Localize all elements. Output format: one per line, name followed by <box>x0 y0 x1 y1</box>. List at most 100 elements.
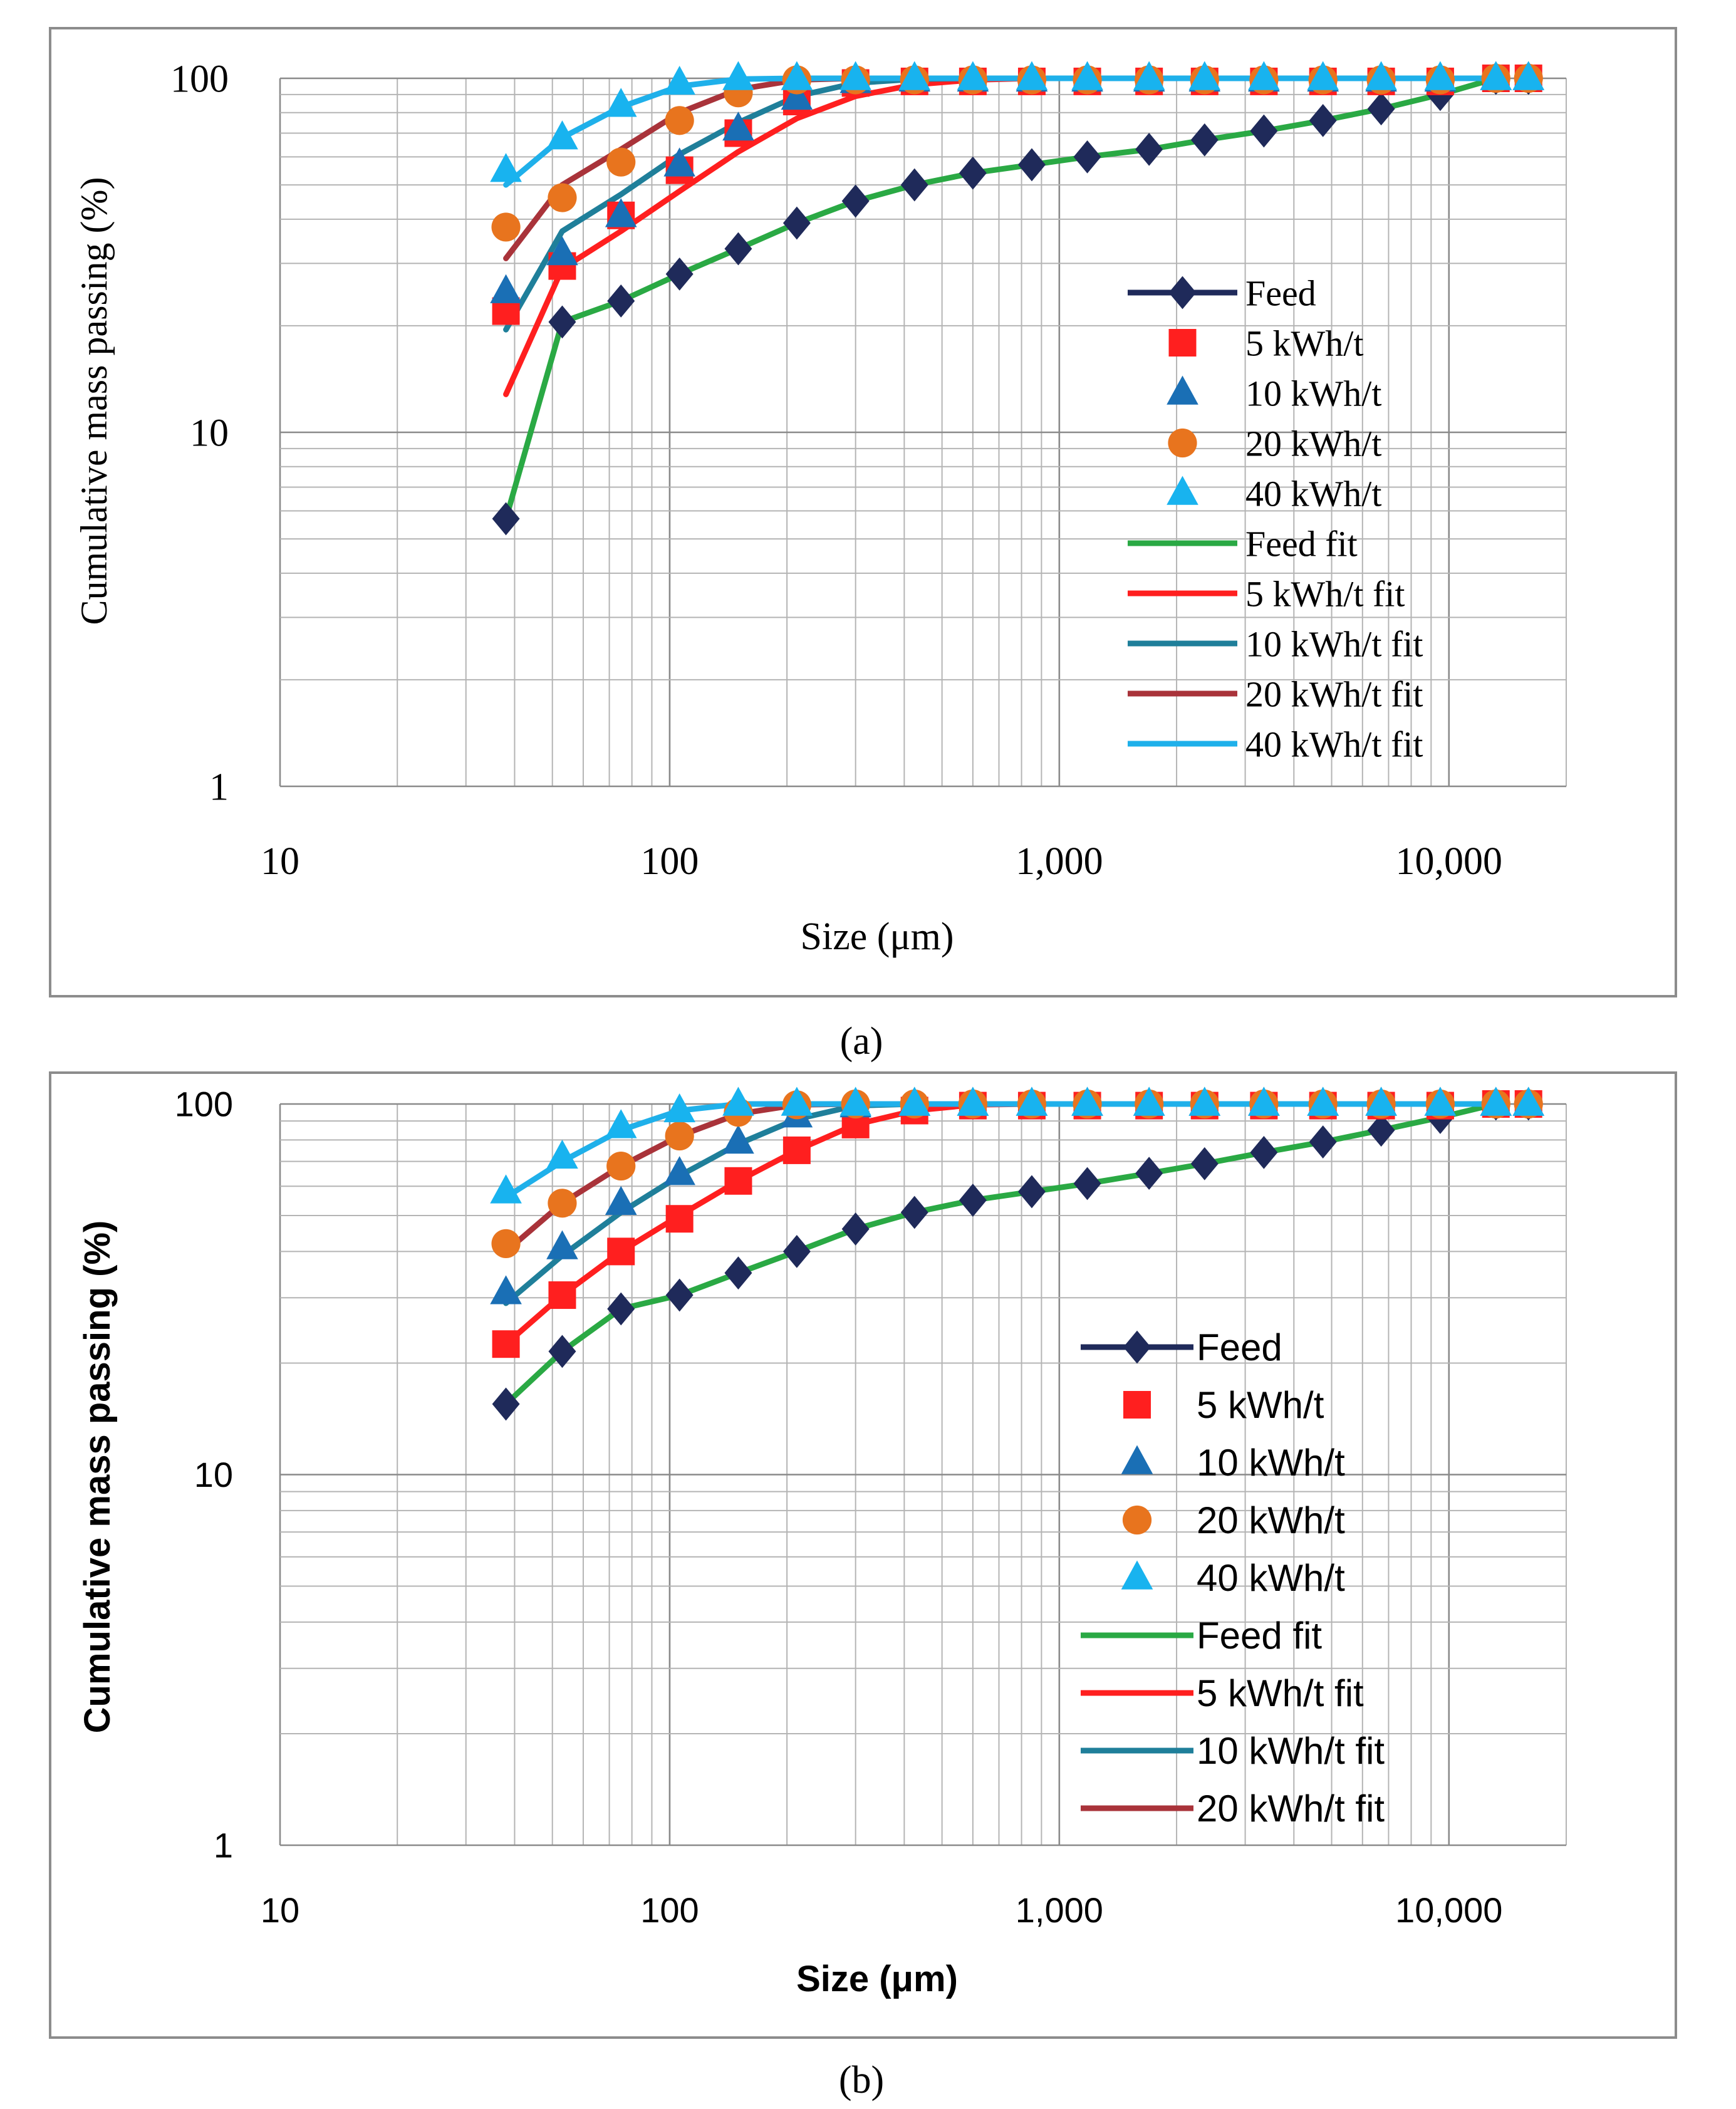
chart-b-point-40-kwh-t <box>722 1086 754 1116</box>
chart-a-point-feed <box>1135 132 1163 166</box>
chart-a-legend-label: 40 kWh/t fit <box>1245 724 1423 764</box>
chart-b-point-40-kwh-t <box>1512 1086 1545 1116</box>
chart-b-legend-label: 10 kWh/t fit <box>1197 1730 1385 1772</box>
chart-b-point-5-kwh-t <box>607 1237 635 1266</box>
chart-a-tick-labels: 10 100 1,000 10,000 1 10 100 <box>170 58 1502 883</box>
chart-a-point-feed <box>782 206 811 240</box>
chart-b-legend-marker-5-kwh-t <box>1123 1391 1151 1419</box>
chart-b-point-40-kwh-t <box>1133 1086 1165 1116</box>
chart-b-x-tick-label: 1,000 <box>1016 1890 1103 1930</box>
chart-b-point-feed <box>724 1256 752 1290</box>
chart-a-legend-marker-feed <box>1168 276 1197 310</box>
chart-b-point-20-kwh-t <box>491 1229 521 1258</box>
chart-b-x-tick-label: 10,000 <box>1395 1890 1502 1930</box>
chart-a-grid <box>279 77 1567 788</box>
chart-b-point-10-kwh-t <box>722 1125 754 1154</box>
chart-a-x-tick-label: 100 <box>640 840 699 883</box>
chart-b-point-feed <box>959 1184 987 1217</box>
chart-b-point-40-kwh-t <box>781 1086 813 1116</box>
chart-a-y-tick-label: 1 <box>209 766 229 809</box>
chart-a-point-40-kwh-t <box>1248 61 1280 90</box>
chart-a-point-feed <box>724 232 752 266</box>
chart-a-point-feed <box>959 156 987 190</box>
chart-b-point-5-kwh-t <box>548 1281 576 1310</box>
chart-b-point-feed <box>841 1212 870 1246</box>
chart-b-point-feed <box>1135 1157 1163 1190</box>
chart-b-point-40-kwh-t <box>839 1086 871 1116</box>
chart-a-point-feed <box>1190 123 1219 157</box>
chart-b-point-10-kwh-t <box>490 1275 522 1304</box>
chart-b-point-feed <box>900 1195 928 1229</box>
chart-a-point-10-kwh-t <box>663 147 695 177</box>
chart-a-point-feed <box>1073 140 1101 174</box>
chart-a-legend-label: 10 kWh/t fit <box>1245 623 1423 664</box>
chart-a-point-feed <box>665 257 694 291</box>
chart-b-point-5-kwh-t <box>492 1330 520 1358</box>
chart-b-legend-label: 40 kWh/t <box>1197 1557 1345 1599</box>
chart-a-legend-label: 10 kWh/t <box>1245 373 1381 414</box>
chart-a-point-40-kwh-t <box>1307 61 1339 90</box>
chart-b-point-20-kwh-t <box>665 1121 694 1151</box>
chart-a-point-40-kwh-t <box>839 61 871 90</box>
chart-b-point-40-kwh-t <box>663 1093 695 1123</box>
chart-a-legend-marker-5-kwh-t <box>1168 329 1197 357</box>
chart-a-legend-label: 40 kWh/t <box>1245 473 1381 514</box>
chart-a-point-feed <box>607 284 635 318</box>
chart-b-legend-label: 5 kWh/t <box>1197 1384 1324 1426</box>
chart-b-point-feed <box>1367 1113 1395 1147</box>
chart-a-point-40-kwh-t <box>898 61 931 90</box>
chart-b-legend-label: 10 kWh/t <box>1197 1442 1345 1484</box>
chart-b-x-tick-label: 10 <box>261 1890 299 1930</box>
chart-a-legend-marker-10-kwh-t <box>1167 375 1198 405</box>
chart-a-point-feed <box>1017 148 1046 182</box>
chart-b-grid <box>279 1103 1567 1846</box>
chart-a-point-40-kwh-t <box>605 88 637 117</box>
chart-a-legend-marker-40-kwh-t <box>1167 476 1198 505</box>
chart-a-point-feed <box>841 184 870 218</box>
chart-b-point-40-kwh-t <box>1016 1086 1048 1116</box>
chart-b-point-feed <box>1017 1175 1046 1209</box>
chart-b-point-20-kwh-t <box>606 1151 636 1181</box>
chart-b-point-40-kwh-t <box>490 1174 522 1204</box>
chart-a-point-40-kwh-t <box>957 61 989 90</box>
chart-a-point-40-kwh-t <box>722 61 754 90</box>
chart-a-point-40-kwh-t <box>1365 61 1397 90</box>
chart-a-point-20-kwh-t <box>606 147 636 177</box>
chart-b-legend-label: 20 kWh/t fit <box>1197 1788 1385 1830</box>
chart-a-x-tick-label: 10,000 <box>1396 840 1503 883</box>
chart-a-frame <box>49 27 1677 997</box>
chart-a-point-40-kwh-t <box>1424 61 1457 90</box>
chart-a-point-20-kwh-t <box>491 212 521 242</box>
chart-a-point-40-kwh-t <box>663 65 695 95</box>
chart-b-point-40-kwh-t <box>1307 1086 1339 1116</box>
chart-a-legend-label: 20 kWh/t <box>1245 423 1381 464</box>
chart-b-point-feed <box>548 1335 576 1368</box>
chart-b-y-tick-label: 100 <box>175 1085 233 1124</box>
chart-b-legend-marker-10-kwh-t <box>1121 1445 1153 1474</box>
chart-a-point-40-kwh-t <box>1071 61 1103 90</box>
chart-a-x-axis-label: Size (μm) <box>800 915 954 958</box>
chart-a-legend: Feed 5 kWh/t 10 kWh/t 20 kWh/t 40 kWh/t Feed … <box>1128 273 1423 764</box>
chart-a-y-axis-label: Cumulative mass passing (%) <box>73 177 115 625</box>
chart-b-point-5-kwh-t <box>724 1167 752 1195</box>
chart-b-legend-marker-20-kwh-t <box>1122 1505 1152 1535</box>
chart-b-points <box>490 1086 1545 1421</box>
chart-a-point-20-kwh-t <box>548 183 577 212</box>
chart-a-legend-label: 5 kWh/t fit <box>1245 573 1405 614</box>
chart-a-point-10-kwh-t <box>490 274 522 303</box>
chart-a-points <box>490 61 1545 536</box>
chart-b-point-40-kwh-t <box>898 1086 931 1116</box>
chart-b-point-40-kwh-t <box>1424 1086 1457 1116</box>
chart-b-y-tick-label: 10 <box>194 1455 233 1494</box>
chart-b-legend-label: 20 kWh/t <box>1197 1499 1345 1541</box>
chart-b-point-40-kwh-t <box>1071 1086 1103 1116</box>
chart-b-legend-marker-feed <box>1123 1330 1151 1364</box>
chart-b-legend: Feed 5 kWh/t 10 kWh/t 20 kWh/t 40 kWh/t Feed … <box>1081 1326 1385 1830</box>
chart-a-y-tick-label: 100 <box>170 58 229 101</box>
chart-b-point-10-kwh-t <box>605 1185 637 1215</box>
chart-a-point-feed <box>492 502 520 536</box>
chart-b-legend-marker-40-kwh-t <box>1121 1560 1153 1590</box>
chart-a-point-feed <box>900 168 928 202</box>
chart-a-point-40-kwh-t <box>1016 61 1048 90</box>
chart-b-point-10-kwh-t <box>663 1156 695 1185</box>
